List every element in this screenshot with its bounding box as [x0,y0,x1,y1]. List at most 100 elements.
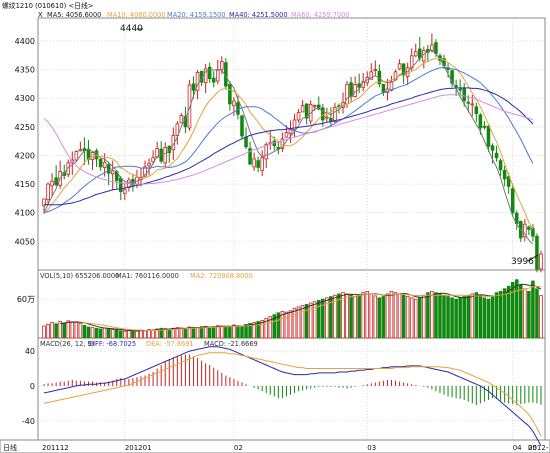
candle-up [78,149,83,152]
macd-tick-label: 40 [25,347,35,356]
candle-down [54,177,58,186]
candle-up [296,112,301,121]
price-panel [37,17,546,271]
price-tick-label: 4150 [15,180,35,189]
candle-down [106,164,111,174]
ma-line-ma40 [43,87,534,206]
volume-bar [498,290,503,339]
legend-item: DEA: -57.8691 [146,340,194,348]
candle-up [397,63,402,70]
volume-bar [195,327,200,339]
volume-bar [454,298,458,339]
volume-bar [268,316,273,339]
volume-bar [62,322,66,339]
legend-item: DIFF: -68.7025 [88,340,136,348]
volume-bar [215,325,220,339]
candle-down [474,106,479,115]
volume-bar [139,329,143,339]
macd-legend: MACD(26, 12, 9)DIFF: -68.7025 DEA: -57.86… [40,340,258,348]
candle-down [349,82,353,97]
volume-bar [123,330,127,339]
volume-bar [316,300,321,339]
x-tick-label: 201201 [125,444,152,452]
candle-down [510,188,515,214]
candle-up [353,84,357,97]
volume-bar [478,294,483,339]
volume-bar [187,326,192,339]
volume-axis: 60万 [17,295,35,304]
volume-bar [276,312,281,339]
price-tick-label: 4250 [15,123,35,132]
volume-bar [361,292,365,339]
volume-bar [220,325,224,339]
volume-bar [236,325,240,339]
price-tick-label: 4200 [15,151,35,160]
macd-tick-label: -40 [22,417,35,426]
candle-up [46,183,50,200]
volume-bar [42,325,46,339]
candle-down [381,84,386,93]
candle-down [316,104,321,110]
candle-down [482,125,487,128]
volume-bar [450,297,454,339]
volume-bar [244,323,248,339]
candle-down [535,235,539,270]
candle-down [490,145,495,151]
volume-bar [292,307,297,339]
volume-bar [377,297,382,339]
volume-bar [523,288,527,339]
volume-bar [252,322,256,339]
volume-bar [482,297,487,339]
candle-up [123,189,127,194]
macd-lines [43,346,542,447]
volume-bar [502,288,507,339]
volume-bar [256,321,260,339]
volume-bar [74,322,79,339]
volume-bar [401,294,406,339]
candle-down [191,83,196,91]
volume-bar [458,297,462,339]
candle-up [373,69,378,71]
volume-bar [114,329,119,339]
volume-bar [325,297,329,339]
candle-up [333,106,337,123]
volume-bar [54,323,58,339]
volume-bar [539,295,543,339]
volume-bar [203,325,208,339]
volume-ma-line-ma2 [80,285,542,331]
x-axis-strip [0,439,550,453]
volume-bar [519,284,523,339]
volume-bar [385,293,390,339]
candle-up [470,103,475,106]
x-tick-label: 2012- [528,444,549,452]
legend-item: MA5: 4056.6000 [47,11,101,19]
candle-up [369,71,374,80]
volume-bar [106,328,111,339]
volume-bar [494,292,499,339]
candle-down [357,83,361,88]
volume-bar [78,323,83,339]
candle-up [300,105,305,113]
x-tick-label: 04 [513,444,522,452]
candle-up [539,253,543,270]
price-tick-label: 4350 [15,66,35,75]
candle-up [163,147,168,164]
macd-histogram [43,354,542,406]
candle-down [458,88,462,91]
volume-bar [211,326,216,339]
candle-up [260,157,264,171]
volume-bar [535,288,539,339]
close-mark: X [38,11,43,19]
volume-bar [369,293,374,339]
ma-legend: MA5: 4056.6000 MA10: 4080.0000 MA20: 4159.… [47,11,350,19]
legend-item: MA40: 4251.5000 [229,11,288,19]
macd-panel [37,337,546,441]
candle-up [284,132,289,138]
candle-down [498,160,503,171]
candle-down [506,176,511,187]
macd-axis: 40 0 -40 [22,347,35,426]
volume-bar [90,327,95,339]
candle-up [143,166,147,177]
volume-bar [296,306,301,339]
